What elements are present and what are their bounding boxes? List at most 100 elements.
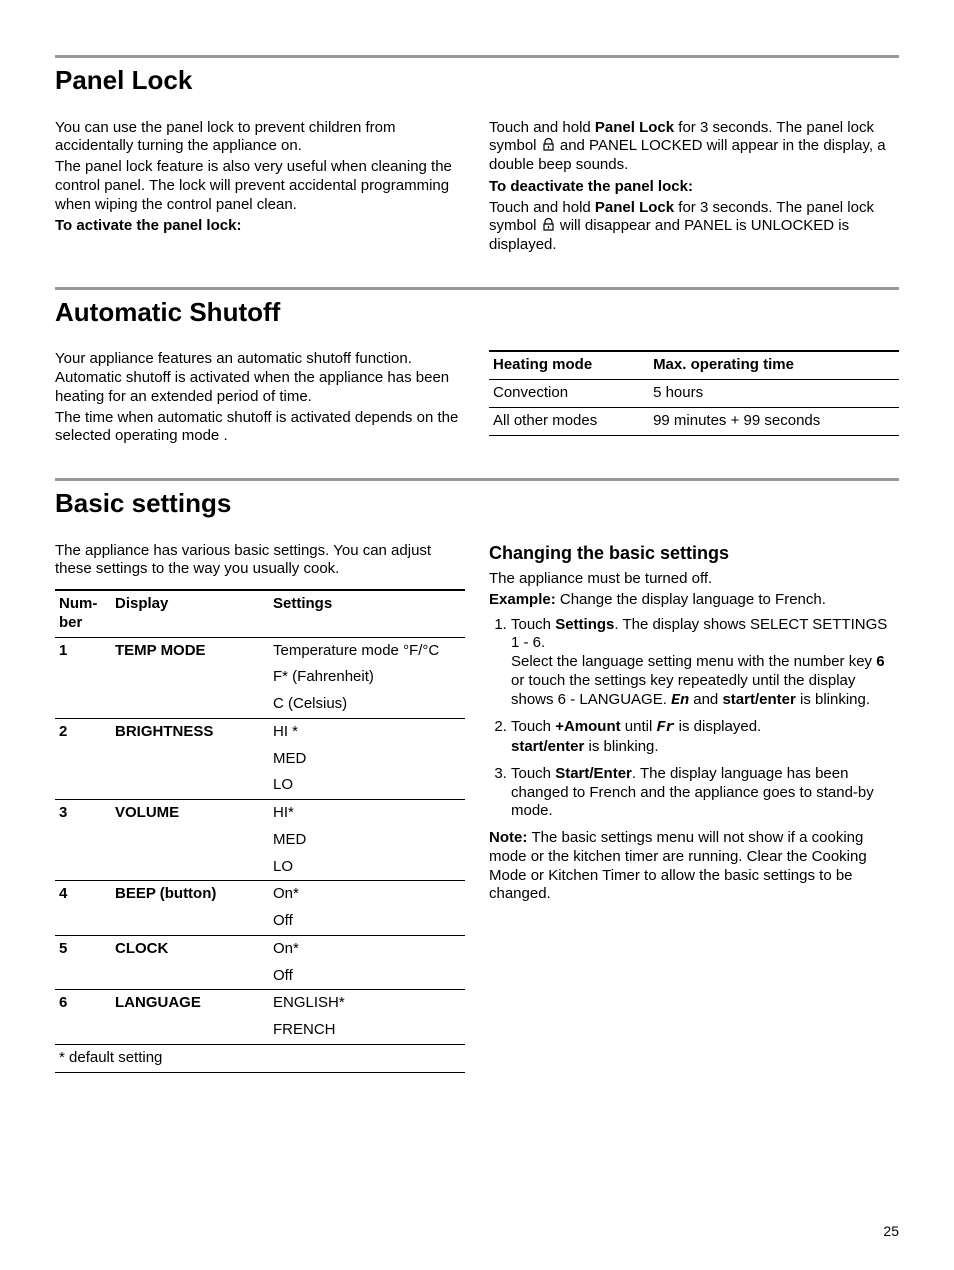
cell: Off	[269, 908, 465, 935]
changing-note: Note: The basic settings menu will not s…	[489, 829, 899, 904]
text: Touch and hold	[489, 119, 595, 136]
panel-lock-p2: The panel lock feature is also very usef…	[55, 158, 465, 214]
table-footnote: * default setting	[55, 1044, 465, 1072]
auto-shutoff-title: Automatic Shutoff	[55, 296, 899, 329]
table-row: 6LANGUAGEENGLISH*	[55, 990, 465, 1017]
cell: BRIGHTNESS	[111, 718, 269, 745]
display-code: En	[671, 692, 689, 709]
example-label: Example:	[489, 591, 556, 608]
lock-icon	[541, 217, 556, 232]
cell: All other modes	[489, 407, 649, 435]
text: Touch and hold	[489, 199, 595, 216]
panel-lock-p1: You can use the panel lock to prevent ch…	[55, 119, 465, 157]
cell: LO	[269, 854, 465, 881]
cell: MED	[269, 746, 465, 773]
text: is blinking.	[584, 738, 658, 755]
text: Change the display language to French.	[556, 591, 826, 608]
cell	[111, 827, 269, 854]
cell	[55, 772, 111, 799]
amount-button-ref: +Amount	[555, 718, 620, 735]
left-column: Your appliance features an automatic shu…	[55, 350, 465, 448]
left-column: You can use the panel lock to prevent ch…	[55, 119, 465, 257]
cell: HI*	[269, 800, 465, 827]
cell: HI *	[269, 718, 465, 745]
cell: Convection	[489, 380, 649, 408]
section-basic-settings: Basic settings The appliance has various…	[55, 478, 899, 1073]
cell: VOLUME	[111, 800, 269, 827]
table-row: 4BEEP (button)On*	[55, 881, 465, 908]
cell	[55, 1017, 111, 1044]
deactivate-label: To deactivate the panel lock:	[489, 178, 899, 197]
settings-button-ref: Settings	[555, 616, 614, 633]
cell: * default setting	[55, 1044, 465, 1072]
cell: 3	[55, 800, 111, 827]
table-row: C (Celsius)	[55, 691, 465, 718]
section-rule	[55, 478, 899, 481]
page-number: 25	[55, 1223, 899, 1241]
cell	[55, 746, 111, 773]
cell: 6	[55, 990, 111, 1017]
panel-lock-button-ref: Panel Lock	[595, 199, 674, 216]
cell: LO	[269, 772, 465, 799]
start-enter-ref: start/enter	[511, 738, 584, 755]
text: Touch	[511, 718, 555, 735]
cell	[111, 746, 269, 773]
cell: 1	[55, 637, 111, 664]
right-column: Changing the basic settings The applianc…	[489, 542, 899, 1073]
list-item: Touch +Amount until Fr is displayed. sta…	[511, 718, 899, 757]
table-row: 5CLOCKOn*	[55, 935, 465, 962]
text: Touch	[511, 616, 555, 633]
two-column-layout: The appliance has various basic settings…	[55, 542, 899, 1073]
changing-title: Changing the basic settings	[489, 542, 899, 565]
col-heating-mode: Heating mode	[489, 351, 649, 379]
list-item: Touch Settings. The display shows SELECT…	[511, 616, 899, 711]
heating-mode-table: Heating mode Max. operating time Convect…	[489, 350, 899, 435]
section-auto-shutoff: Automatic Shutoff Your appliance feature…	[55, 287, 899, 448]
cell: Off	[269, 963, 465, 990]
table-row: MED	[55, 827, 465, 854]
changing-p1: The appliance must be turned off.	[489, 570, 899, 589]
text: until	[621, 718, 657, 735]
cell: C (Celsius)	[269, 691, 465, 718]
col-settings: Settings	[269, 590, 465, 637]
lock-icon	[541, 137, 556, 152]
cell: ENGLISH*	[269, 990, 465, 1017]
table-row: FRENCH	[55, 1017, 465, 1044]
left-column: The appliance has various basic settings…	[55, 542, 465, 1073]
cell	[111, 691, 269, 718]
two-column-layout: You can use the panel lock to prevent ch…	[55, 119, 899, 257]
panel-lock-button-ref: Panel Lock	[595, 119, 674, 136]
activate-instruction: Touch and hold Panel Lock for 3 seconds.…	[489, 119, 899, 175]
settings-table: Num-ber Display Settings 1TEMP MODETempe…	[55, 589, 465, 1073]
text: Select the language setting menu with th…	[511, 653, 876, 670]
table-row: LO	[55, 772, 465, 799]
cell	[111, 664, 269, 691]
cell: On*	[269, 881, 465, 908]
note-label: Note:	[489, 829, 532, 846]
section-rule	[55, 287, 899, 290]
col-max-time: Max. operating time	[649, 351, 899, 379]
cell: BEEP (button)	[111, 881, 269, 908]
text: is blinking.	[796, 691, 870, 708]
cell	[55, 691, 111, 718]
cell	[111, 908, 269, 935]
table-row: Off	[55, 908, 465, 935]
cell	[55, 963, 111, 990]
text: The basic settings menu will not show if…	[489, 829, 867, 902]
table-row: 1TEMP MODETemperature mode °F/°C	[55, 637, 465, 664]
list-item: Touch Start/Enter. The display language …	[511, 765, 899, 821]
panel-lock-title: Panel Lock	[55, 64, 899, 97]
right-column: Touch and hold Panel Lock for 3 seconds.…	[489, 119, 899, 257]
cell: 5 hours	[649, 380, 899, 408]
auto-shutoff-p2: The time when automatic shutoff is activ…	[55, 409, 465, 447]
two-column-layout: Your appliance features an automatic shu…	[55, 350, 899, 448]
section-panel-lock: Panel Lock You can use the panel lock to…	[55, 55, 899, 257]
table-row: Off	[55, 963, 465, 990]
table-row: F* (Fahrenheit)	[55, 664, 465, 691]
cell: Temperature mode °F/°C	[269, 637, 465, 664]
table-row: Convection 5 hours	[489, 380, 899, 408]
cell: CLOCK	[111, 935, 269, 962]
auto-shutoff-p1: Your appliance features an automatic shu…	[55, 350, 465, 406]
cell: LANGUAGE	[111, 990, 269, 1017]
display-code: Fr	[656, 719, 674, 736]
